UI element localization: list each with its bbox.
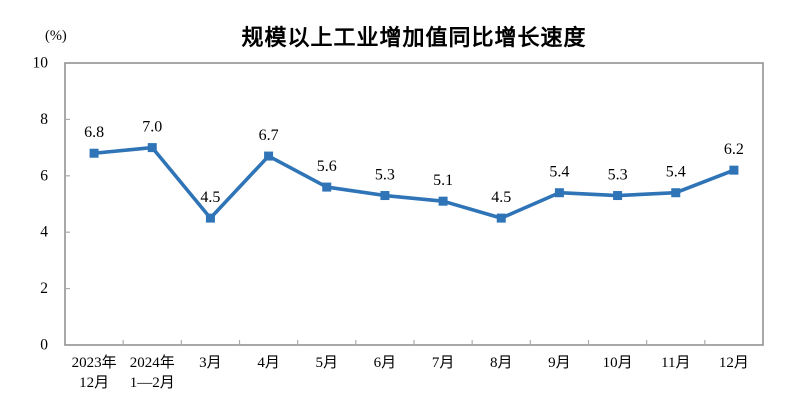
data-point-marker <box>322 182 332 192</box>
data-point-label: 7.0 <box>142 119 162 136</box>
data-point-marker <box>438 196 448 206</box>
data-line <box>92 145 736 220</box>
data-point-marker <box>264 151 274 161</box>
data-point-label: 5.6 <box>317 158 337 175</box>
x-category-label: 4月 <box>257 355 280 371</box>
y-axis-unit-label: (%) <box>45 28 67 44</box>
plot-border <box>64 62 764 346</box>
y-axis-tick-label: 6 <box>40 167 48 184</box>
data-point-marker <box>613 191 623 201</box>
data-point-marker <box>496 213 506 223</box>
data-point-marker <box>554 188 564 198</box>
data-point-label: 4.5 <box>491 189 511 206</box>
chart-title: 规模以上工业增加值同比增长速度 <box>241 25 587 50</box>
y-axis-tick-label: 0 <box>40 337 48 354</box>
x-category-label: 12月 <box>719 355 749 371</box>
data-point-label: 5.3 <box>375 167 395 184</box>
data-point-label: 5.4 <box>666 164 686 181</box>
data-point-label: 5.1 <box>433 172 453 189</box>
data-point-label: 4.5 <box>200 189 220 206</box>
x-category-label: 8月 <box>490 355 513 371</box>
y-axis-tick-label: 8 <box>40 111 48 128</box>
x-category-label: 11月 <box>661 355 690 371</box>
data-point-label: 5.4 <box>549 164 569 181</box>
y-axis-tick-label: 2 <box>40 280 48 297</box>
data-point-label: 6.7 <box>259 127 279 144</box>
x-category-label: 5月 <box>315 355 338 371</box>
y-axis-tick-label: 10 <box>33 55 49 72</box>
x-category-label: 6月 <box>374 355 397 371</box>
x-category-label: 2023年 12月 <box>72 354 117 391</box>
data-point-label: 6.2 <box>724 141 744 158</box>
x-category-label: 9月 <box>548 355 571 371</box>
x-category-label: 2024年 1—2月 <box>130 354 175 391</box>
data-point-marker <box>147 143 157 153</box>
data-point-marker <box>205 213 215 223</box>
data-point-marker <box>671 188 681 198</box>
data-point-marker <box>729 165 739 175</box>
x-category-label: 3月 <box>199 355 222 371</box>
data-point-marker <box>89 148 99 158</box>
x-category-label: 7月 <box>432 355 455 371</box>
data-point-marker <box>380 191 390 201</box>
y-axis-tick-label: 4 <box>40 224 48 241</box>
x-category-label: 10月 <box>603 355 633 371</box>
data-point-label: 5.3 <box>608 167 628 184</box>
data-point-label: 6.8 <box>84 124 104 141</box>
